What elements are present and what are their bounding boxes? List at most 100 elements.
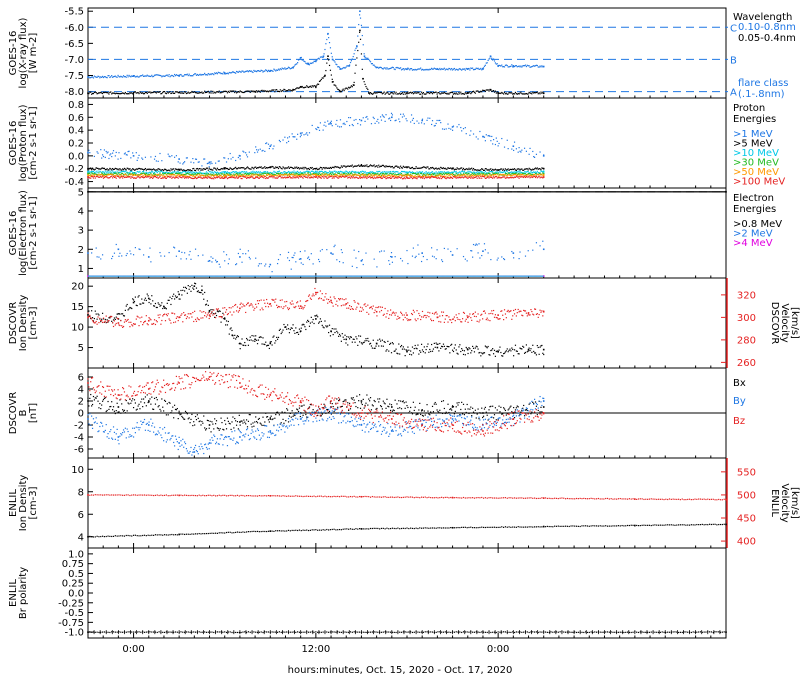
- data-point: [417, 167, 419, 169]
- data-point: [257, 173, 260, 176]
- data-point: [150, 191, 152, 193]
- data-point: [205, 177, 208, 179]
- data-point: [184, 176, 187, 178]
- data-point: [291, 67, 293, 69]
- data-point: [402, 165, 404, 167]
- data-point: [467, 191, 469, 193]
- data-point: [373, 176, 375, 178]
- data-point: [169, 174, 171, 176]
- data-point: [606, 191, 609, 193]
- data-point: [319, 175, 322, 177]
- data-point: [253, 171, 255, 174]
- data-point: [211, 261, 213, 263]
- data-point: [502, 173, 504, 176]
- data-point: [411, 171, 414, 173]
- data-point: [406, 174, 408, 177]
- data-point: [367, 191, 369, 193]
- data-point: [353, 175, 355, 177]
- data-point: [228, 173, 230, 175]
- data-point: [124, 91, 126, 94]
- data-point: [307, 172, 309, 174]
- data-point: [149, 177, 151, 179]
- data-point: [203, 158, 205, 160]
- data-point: [164, 175, 167, 178]
- data-point: [297, 133, 299, 135]
- data-point: [455, 191, 457, 193]
- data-point: [298, 58, 301, 61]
- data-point: [463, 176, 466, 178]
- data-point: [263, 174, 265, 177]
- data-point: [266, 91, 268, 93]
- data-point: [162, 177, 164, 179]
- data-point: [512, 191, 514, 193]
- data-point: [573, 191, 575, 193]
- data-point: [215, 72, 217, 75]
- data-point: [372, 165, 374, 167]
- data-point: [564, 191, 567, 193]
- data-point: [151, 170, 153, 173]
- data-point: [436, 249, 438, 251]
- data-point: [278, 90, 280, 93]
- data-point: [110, 173, 112, 175]
- data-point: [396, 171, 398, 173]
- data-point: [92, 175, 95, 177]
- data-point: [272, 89, 274, 91]
- data-point: [227, 263, 229, 265]
- data-point: [293, 191, 295, 193]
- data-point: [249, 70, 251, 72]
- data-point: [482, 172, 485, 174]
- data-point: [230, 167, 232, 170]
- data-point: [503, 176, 506, 178]
- data-point: [363, 191, 365, 193]
- data-point: [124, 191, 126, 193]
- data-point: [260, 90, 262, 92]
- data-point: [500, 191, 502, 193]
- data-point: [231, 90, 233, 92]
- data-point: [470, 171, 472, 173]
- data-point: [149, 247, 151, 249]
- data-point: [441, 68, 443, 70]
- data-point: [336, 166, 338, 168]
- data-point: [398, 191, 400, 193]
- data-point: [278, 191, 280, 193]
- data-point: [396, 66, 398, 69]
- data-point: [298, 168, 301, 170]
- data-point: [351, 164, 353, 166]
- data-point: [350, 176, 353, 178]
- data-point: [358, 23, 360, 26]
- data-point: [538, 172, 540, 175]
- data-point: [459, 175, 461, 177]
- data-point: [210, 176, 212, 178]
- data-point: [211, 171, 213, 173]
- data-point: [478, 175, 480, 177]
- data-point: [468, 167, 470, 169]
- data-point: [511, 64, 513, 66]
- data-point: [125, 254, 127, 257]
- data-point: [221, 176, 223, 179]
- data-point: [440, 171, 442, 173]
- data-point: [366, 164, 368, 166]
- data-point: [401, 175, 404, 177]
- flare-class-note: flare class: [738, 78, 788, 89]
- data-point: [415, 166, 417, 168]
- data-point: [244, 191, 246, 193]
- data-point: [215, 92, 217, 94]
- data-point: [173, 191, 176, 193]
- data-point: [276, 175, 279, 177]
- data-point: [202, 191, 204, 193]
- data-point: [114, 75, 116, 77]
- data-point: [532, 176, 534, 179]
- data-point: [724, 191, 726, 193]
- data-point: [368, 58, 370, 61]
- data-point: [264, 172, 266, 174]
- data-point: [385, 191, 387, 193]
- data-point: [200, 92, 202, 94]
- data-point: [666, 191, 668, 193]
- data-point: [105, 76, 107, 79]
- data-point: [150, 176, 152, 178]
- data-point: [506, 93, 508, 95]
- data-point: [389, 176, 391, 179]
- data-point: [252, 90, 254, 92]
- data-point: [528, 175, 530, 177]
- data-point: [285, 177, 287, 179]
